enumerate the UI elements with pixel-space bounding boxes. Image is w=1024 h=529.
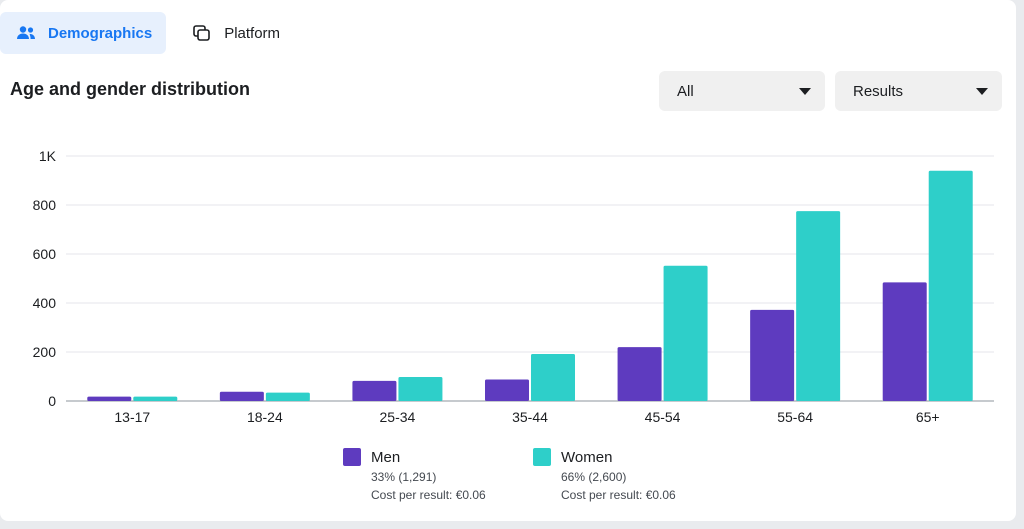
legend-cost-women: Cost per result: €0.06 [561,488,676,502]
x-tick-label: 25-34 [380,409,416,425]
caret-down-icon [799,87,811,95]
x-tick-label: 35-44 [512,409,548,425]
bar-women [531,353,575,401]
demographics-card: Demographics Platform Age and gender dis… [0,0,1016,521]
bar-men [485,379,529,401]
audience-select-value: All [677,82,694,100]
y-tick-label: 0 [48,393,56,409]
copy-icon [192,24,212,42]
x-tick-label: 55-64 [777,409,813,425]
legend-label-men: Men [371,449,401,466]
y-tick-label: 1K [39,148,57,164]
tab-bar: Demographics Platform [0,12,294,54]
y-tick-label: 200 [33,344,57,360]
tab-demographics-label: Demographics [48,24,153,42]
bar-women [133,396,178,401]
x-tick-label: 45-54 [645,409,681,425]
bar-men [882,282,927,401]
metric-select-value: Results [853,82,904,100]
bar-women [928,170,973,401]
bar-women [265,392,310,401]
y-tick-label: 800 [33,197,57,213]
section-title: Age and gender distribution [10,79,251,99]
tab-platform[interactable]: Platform [176,12,294,54]
caret-down-icon [976,87,988,95]
x-tick-label: 13-17 [114,409,150,425]
legend-swatch-women [533,448,551,466]
tab-demographics[interactable]: Demographics [0,12,167,54]
x-tick-label: 65+ [916,409,940,425]
bar-women [796,211,841,401]
audience-select[interactable]: All [659,71,825,111]
people-icon [16,25,36,41]
bar-men [87,396,132,401]
bar-men [750,309,795,401]
age-gender-bar-chart: 0 200 400 600 800 1K 13-17 18-24 25-34 35-44 45-54… [33,148,994,425]
bar-men [617,347,662,401]
tab-platform-label: Platform [224,24,281,42]
bar-women [398,376,443,401]
x-tick-label: 18-24 [247,409,283,425]
legend-swatch-men [343,448,361,466]
legend-cost-men: Cost per result: €0.06 [371,488,486,502]
y-tick-label: 400 [33,295,57,311]
y-tick-label: 600 [33,246,57,262]
legend-label-women: Women [561,449,613,466]
bar-men [219,391,264,401]
bar-women [663,265,708,401]
metric-select[interactable]: Results [835,71,1002,111]
bar-men [352,380,397,401]
legend-stat-women: 66% (2,600) [561,470,627,484]
legend-stat-men: 33% (1,291) [371,470,437,484]
